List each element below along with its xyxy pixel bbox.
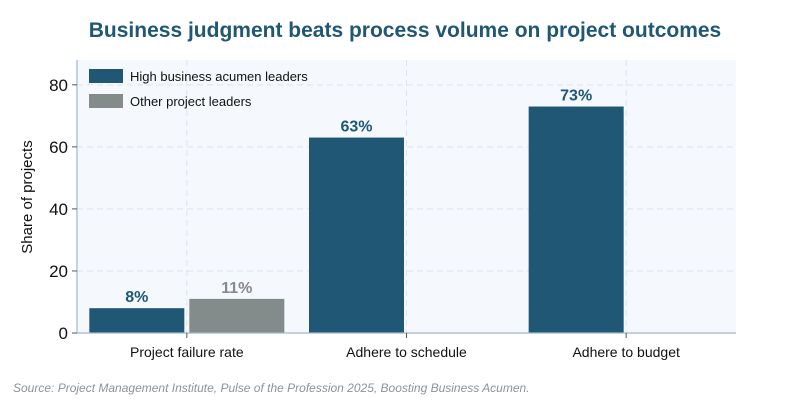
y-tick-label: 80: [49, 76, 68, 95]
x-tick-label-adhere-to-schedule: Adhere to schedule: [346, 344, 467, 360]
legend: High business acumen leaders Other proje…: [89, 69, 308, 109]
data-label-high-business-acumen-leaders-adhere-to-budget: 73%: [560, 88, 592, 105]
y-tick-label: 0: [59, 324, 68, 343]
source-note: Source: Project Management Institute, Pu…: [13, 381, 530, 395]
bars: [89, 106, 624, 333]
bar-high-business-acumen-leaders-adhere-to-schedule: [309, 137, 404, 333]
data-label-other-project-leaders-project-failure-rate: 11%: [221, 280, 252, 297]
data-label-high-business-acumen-leaders-adhere-to-schedule: 63%: [340, 119, 372, 136]
data-label-high-business-acumen-leaders-project-failure-rate: 8%: [125, 289, 148, 306]
grid-lines: [77, 60, 736, 333]
y-axis-label: Share of projects: [19, 140, 36, 253]
data-labels: 8% 11% 63% 73%: [125, 88, 592, 307]
y-tick-label: 60: [49, 138, 68, 157]
y-tick-label: 40: [49, 200, 68, 219]
x-axis-ticks: Project failure rate Adhere to schedule Ad…: [130, 333, 680, 360]
legend-label-high-acumen: High business acumen leaders: [130, 69, 308, 84]
x-tick-label-adhere-to-budget: Adhere to budget: [572, 344, 680, 360]
y-tick-label: 20: [49, 262, 68, 281]
legend-swatch-high-acumen: [89, 69, 123, 83]
bar-high-business-acumen-leaders-project-failure-rate: [89, 308, 185, 333]
legend-label-other-leaders: Other project leaders: [130, 94, 252, 109]
y-axis-ticks: 0 20 40 60 80: [49, 76, 77, 343]
bar-high-business-acumen-leaders-adhere-to-budget: [528, 106, 624, 333]
legend-swatch-other-leaders: [89, 94, 123, 108]
bar-other-project-leaders-project-failure-rate: [189, 298, 285, 333]
chart-title: Business judgment beats process volume o…: [89, 19, 721, 42]
x-tick-label-project-failure-rate: Project failure rate: [130, 344, 244, 360]
